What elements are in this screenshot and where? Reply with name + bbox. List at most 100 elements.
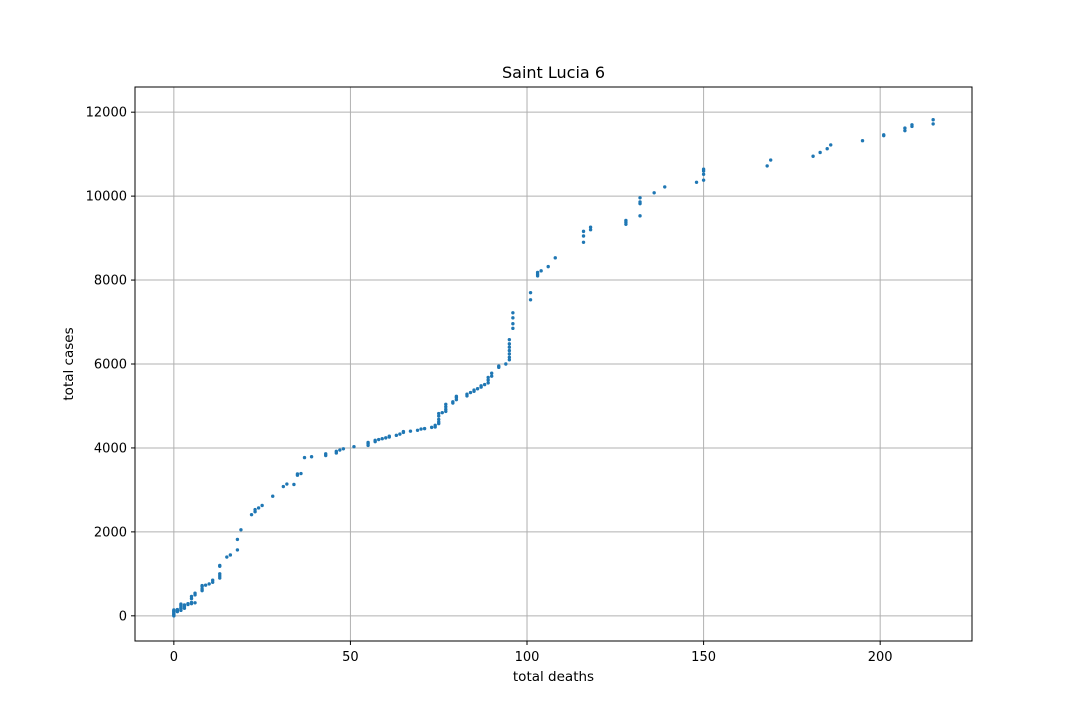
data-point <box>210 578 215 582</box>
data-point <box>903 128 907 133</box>
data-point <box>444 405 448 409</box>
data-point <box>444 407 448 412</box>
data-point <box>292 482 296 487</box>
x-tick-label: 150 <box>691 650 716 665</box>
data-point <box>398 432 402 436</box>
data-point <box>299 471 303 476</box>
data-point <box>479 384 483 388</box>
y-tick-label: 6000 <box>94 358 127 373</box>
data-point <box>324 452 328 456</box>
data-point <box>444 402 448 406</box>
data-point <box>910 123 914 127</box>
x-tick-label: 100 <box>515 650 540 665</box>
data-point <box>200 587 204 591</box>
data-point <box>482 382 487 387</box>
data-point <box>882 133 886 137</box>
x-tick-label: 50 <box>342 650 359 665</box>
data-point <box>903 126 907 130</box>
data-point <box>373 438 377 443</box>
data-point <box>486 381 490 385</box>
y-tick-label: 12000 <box>86 106 127 121</box>
data-point <box>507 352 512 356</box>
data-point <box>218 563 222 568</box>
data-point <box>652 191 656 195</box>
data-point <box>451 400 455 404</box>
data-point <box>256 506 261 510</box>
data-point <box>394 433 399 438</box>
data-point <box>507 337 512 342</box>
y-tick-label: 10000 <box>86 190 127 205</box>
data-point <box>437 417 441 422</box>
data-point <box>387 434 391 438</box>
data-point <box>179 602 183 606</box>
data-point <box>380 437 384 441</box>
data-point <box>295 472 300 476</box>
data-point <box>638 196 642 200</box>
data-point <box>507 342 512 346</box>
data-point <box>186 601 190 606</box>
data-point <box>931 118 935 122</box>
data-point <box>701 172 706 176</box>
data-point <box>504 362 508 366</box>
data-point <box>581 229 586 234</box>
data-point <box>528 290 533 295</box>
data-point <box>437 420 441 424</box>
data-point <box>811 154 815 158</box>
data-point <box>203 583 208 587</box>
data-point <box>511 322 515 326</box>
data-point <box>235 537 240 542</box>
data-point <box>694 180 699 184</box>
data-point <box>285 482 289 486</box>
data-point <box>701 178 706 182</box>
data-point <box>260 503 264 508</box>
data-point <box>581 240 586 244</box>
data-point <box>366 440 370 445</box>
data-point <box>271 494 275 498</box>
data-point <box>860 139 865 143</box>
data-point <box>475 387 480 391</box>
data-point <box>189 594 194 599</box>
data-point <box>588 225 593 229</box>
data-point <box>228 553 233 557</box>
data-point <box>207 582 211 586</box>
data-point <box>507 348 512 353</box>
data-point <box>511 326 515 331</box>
data-point <box>200 583 204 588</box>
data-point <box>253 507 257 512</box>
y-tick-label: 0 <box>119 609 127 624</box>
data-point <box>507 358 512 362</box>
y-axis-label: total cases <box>61 327 77 400</box>
data-point <box>507 355 512 359</box>
data-point <box>172 608 176 612</box>
data-point <box>511 316 515 320</box>
data-point <box>193 601 197 605</box>
data-point <box>489 371 494 375</box>
data-point <box>825 146 829 151</box>
data-point <box>818 150 822 155</box>
data-point <box>663 185 667 189</box>
data-point <box>486 375 490 380</box>
data-point <box>440 410 444 415</box>
data-point <box>249 512 254 517</box>
data-point <box>218 572 222 576</box>
data-point <box>384 436 388 440</box>
data-point <box>433 423 437 427</box>
data-point <box>497 364 501 368</box>
data-point <box>638 200 642 204</box>
x-axis-label: total deaths <box>513 669 594 685</box>
data-point <box>829 143 833 147</box>
data-point <box>193 591 197 595</box>
data-point <box>415 428 420 433</box>
data-point <box>175 607 180 612</box>
data-point <box>638 214 642 218</box>
data-point <box>182 603 187 607</box>
data-point <box>454 394 459 399</box>
data-point <box>437 411 441 416</box>
data-point <box>235 548 240 552</box>
x-tick-label: 200 <box>868 650 893 665</box>
data-point <box>528 298 533 302</box>
data-point <box>465 392 469 396</box>
data-point <box>472 388 476 392</box>
data-points <box>172 118 935 618</box>
